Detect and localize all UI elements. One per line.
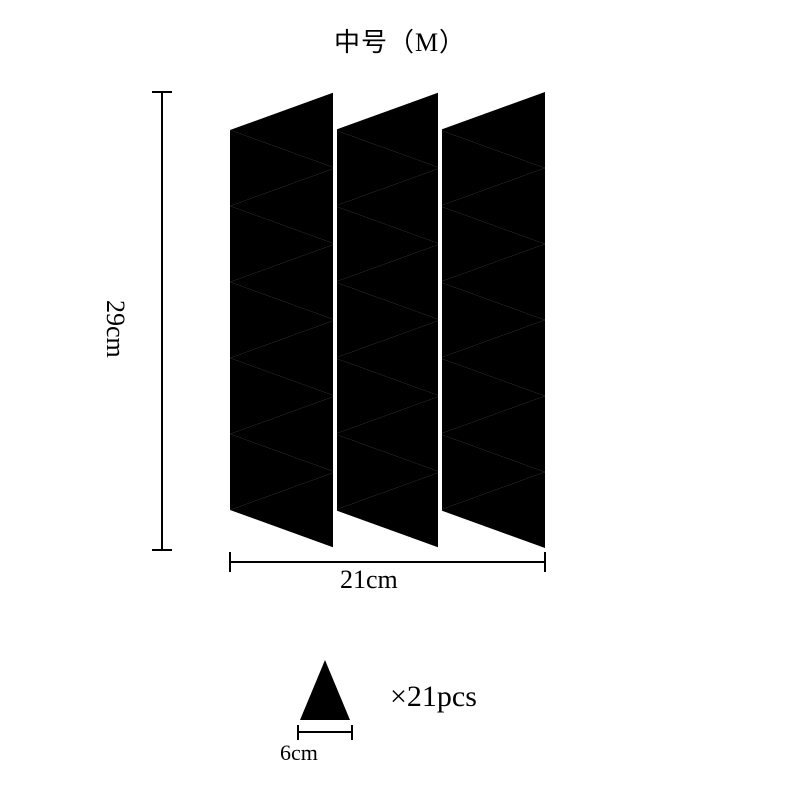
width-label: 21cm (340, 565, 398, 595)
legend-piece-size: 6cm (280, 740, 318, 766)
triangle-sheet (230, 90, 545, 550)
diagram-canvas: 中号（M） (0, 0, 800, 800)
height-label: 29cm (100, 300, 130, 358)
legend-quantity: ×21pcs (390, 680, 477, 714)
legend: 6cm ×21pcs (250, 650, 750, 770)
vertical-dimension (152, 92, 172, 550)
